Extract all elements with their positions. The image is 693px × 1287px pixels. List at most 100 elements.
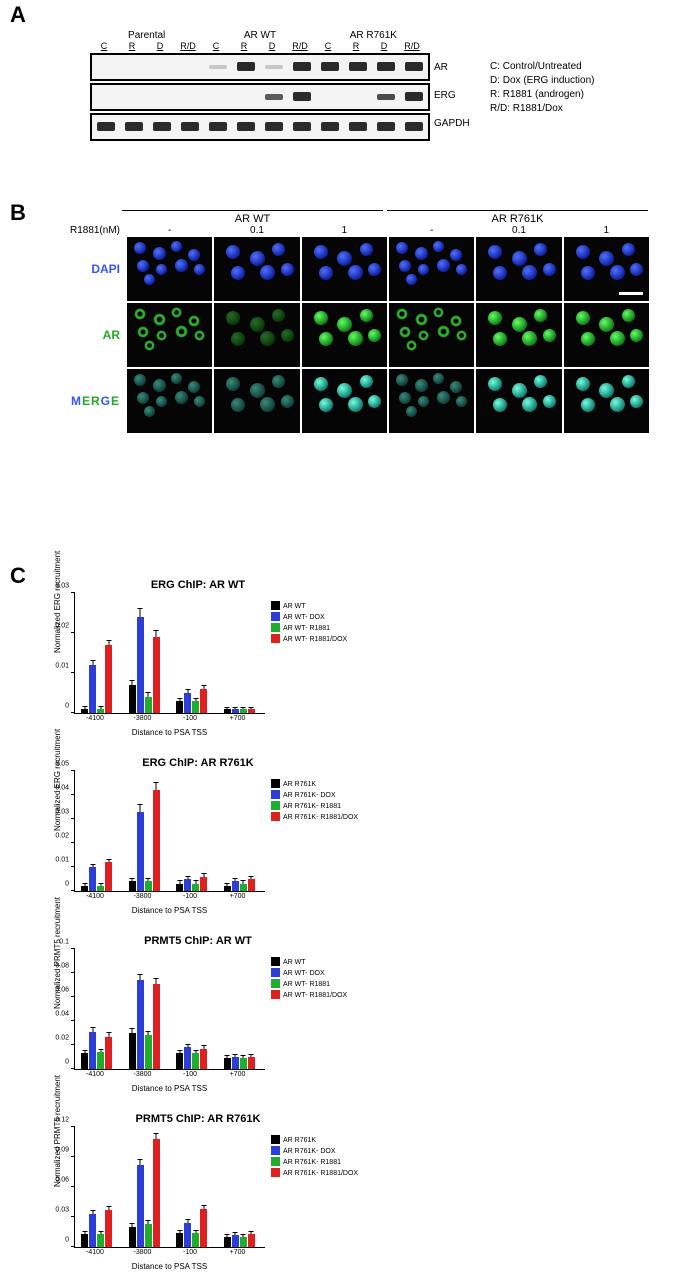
chart-bar bbox=[105, 862, 112, 891]
scale-bar bbox=[619, 292, 643, 295]
panelB-dose-row: R1881(nM)-0.11-0.11 bbox=[50, 225, 650, 236]
nucleus bbox=[418, 396, 429, 407]
chart-bar bbox=[145, 881, 152, 891]
blot-band bbox=[405, 62, 423, 71]
y-tick-label: 0 bbox=[51, 1237, 69, 1244]
nucleus bbox=[156, 264, 167, 275]
legend-item: AR R761K bbox=[271, 1135, 358, 1145]
chart-legend: AR R761KAR R761K- DOXAR R761K- R1881AR R… bbox=[271, 1135, 358, 1271]
nucleus bbox=[368, 263, 381, 276]
nucleus bbox=[450, 249, 462, 261]
panelB-top-groups: AR WTAR R761K bbox=[120, 210, 650, 225]
nucleus bbox=[456, 330, 467, 341]
nucleus bbox=[456, 264, 467, 275]
y-tick-label: 0.02 bbox=[51, 833, 69, 840]
key-line: C: Control/Untreated bbox=[490, 60, 594, 74]
legend-item: AR WT bbox=[271, 601, 347, 611]
nucleus bbox=[134, 374, 146, 386]
legend-label: AR WT- DOX bbox=[283, 970, 325, 977]
nucleus bbox=[368, 395, 381, 408]
chart-title: PRMT5 ChIP: AR R761K bbox=[48, 1113, 348, 1125]
if-image bbox=[302, 303, 387, 367]
chart-bar bbox=[184, 879, 191, 891]
nucleus bbox=[319, 332, 333, 346]
chart-title: ERG ChIP: AR R761K bbox=[48, 757, 348, 769]
nucleus bbox=[319, 398, 333, 412]
nucleus bbox=[512, 251, 527, 266]
x-tick-label: -3800 bbox=[123, 893, 163, 900]
blot-band bbox=[125, 122, 143, 131]
chart-axes: Normalized PRMT5 recruitment00.020.040.0… bbox=[74, 949, 265, 1070]
x-axis-label: Distance to PSA TSS bbox=[74, 728, 265, 737]
y-axis-label: Normalized ERG recruitment bbox=[53, 729, 62, 831]
nucleus bbox=[188, 315, 200, 327]
y-tick-label: 0 bbox=[51, 881, 69, 888]
y-axis-label: Normalized ERG recruitment bbox=[53, 551, 62, 653]
nucleus bbox=[522, 397, 537, 412]
nucleus bbox=[153, 313, 166, 326]
blot-group: AR WT bbox=[203, 30, 316, 41]
nucleus bbox=[406, 340, 417, 351]
chart-bar bbox=[192, 701, 199, 713]
nucleus bbox=[281, 329, 294, 342]
dose-value: 0.1 bbox=[213, 225, 300, 236]
y-tick-label: 0.08 bbox=[51, 963, 69, 970]
nucleus bbox=[188, 381, 200, 393]
chip-chart: PRMT5 ChIP: AR WTNormalized PRMT5 recrui… bbox=[48, 935, 348, 1093]
nucleus bbox=[360, 243, 373, 256]
x-tick-label: +700 bbox=[218, 1071, 258, 1078]
legend-label: AR WT bbox=[283, 959, 306, 966]
nucleus bbox=[418, 330, 429, 341]
dose-value: 0.1 bbox=[475, 225, 562, 236]
nucleus bbox=[337, 251, 352, 266]
blot-band bbox=[405, 122, 423, 131]
nucleus bbox=[450, 315, 462, 327]
blot-band bbox=[377, 94, 395, 100]
treatment-key: C: Control/UntreatedD: Dox (ERG inductio… bbox=[490, 60, 594, 116]
if-image bbox=[127, 369, 212, 433]
chart-bar bbox=[145, 1224, 152, 1247]
blot-band bbox=[237, 122, 255, 131]
chart-bar bbox=[240, 709, 247, 713]
if-row-label: AR bbox=[50, 328, 126, 342]
nucleus bbox=[630, 263, 643, 276]
nucleus bbox=[171, 307, 182, 318]
blot-row-label: AR bbox=[434, 62, 448, 73]
x-tick-label: -4100 bbox=[75, 1071, 115, 1078]
blot-lane: D bbox=[258, 41, 286, 51]
nucleus bbox=[406, 406, 417, 417]
blot-row-gapdh bbox=[90, 113, 430, 141]
nucleus bbox=[368, 329, 381, 342]
if-row-label: DAPI bbox=[50, 262, 126, 276]
nucleus bbox=[134, 242, 146, 254]
chart-bar bbox=[97, 886, 104, 891]
nucleus bbox=[576, 377, 590, 391]
legend-item: AR R761K- R1881 bbox=[271, 1157, 358, 1167]
nucleus bbox=[399, 392, 411, 404]
chart-bar bbox=[232, 881, 239, 891]
y-tick-label: 0.06 bbox=[51, 1177, 69, 1184]
nucleus bbox=[272, 243, 285, 256]
chart-bar bbox=[97, 1052, 104, 1069]
nucleus bbox=[272, 309, 285, 322]
nucleus bbox=[437, 325, 450, 338]
chart-bar bbox=[105, 645, 112, 713]
chart-bar bbox=[192, 1053, 199, 1069]
if-image bbox=[476, 303, 561, 367]
y-tick-label: 0.1 bbox=[51, 939, 69, 946]
legend-label: AR R761K bbox=[283, 781, 316, 788]
nucleus bbox=[348, 265, 363, 280]
dose-value: - bbox=[388, 225, 475, 236]
chart-bar bbox=[97, 709, 104, 713]
x-tick-label: -3800 bbox=[123, 715, 163, 722]
chart-bar bbox=[137, 812, 144, 891]
x-axis-label: Distance to PSA TSS bbox=[74, 1084, 265, 1093]
blot-lane: D bbox=[146, 41, 174, 51]
y-axis-label: Normalized PRMT5 recruitment bbox=[53, 1075, 62, 1187]
y-tick-label: 0.06 bbox=[51, 987, 69, 994]
if-image bbox=[127, 303, 212, 367]
chart-bar bbox=[105, 1210, 112, 1247]
blot-lane: R/D bbox=[398, 41, 426, 51]
legend-swatch bbox=[271, 779, 280, 788]
if-image bbox=[127, 237, 212, 301]
